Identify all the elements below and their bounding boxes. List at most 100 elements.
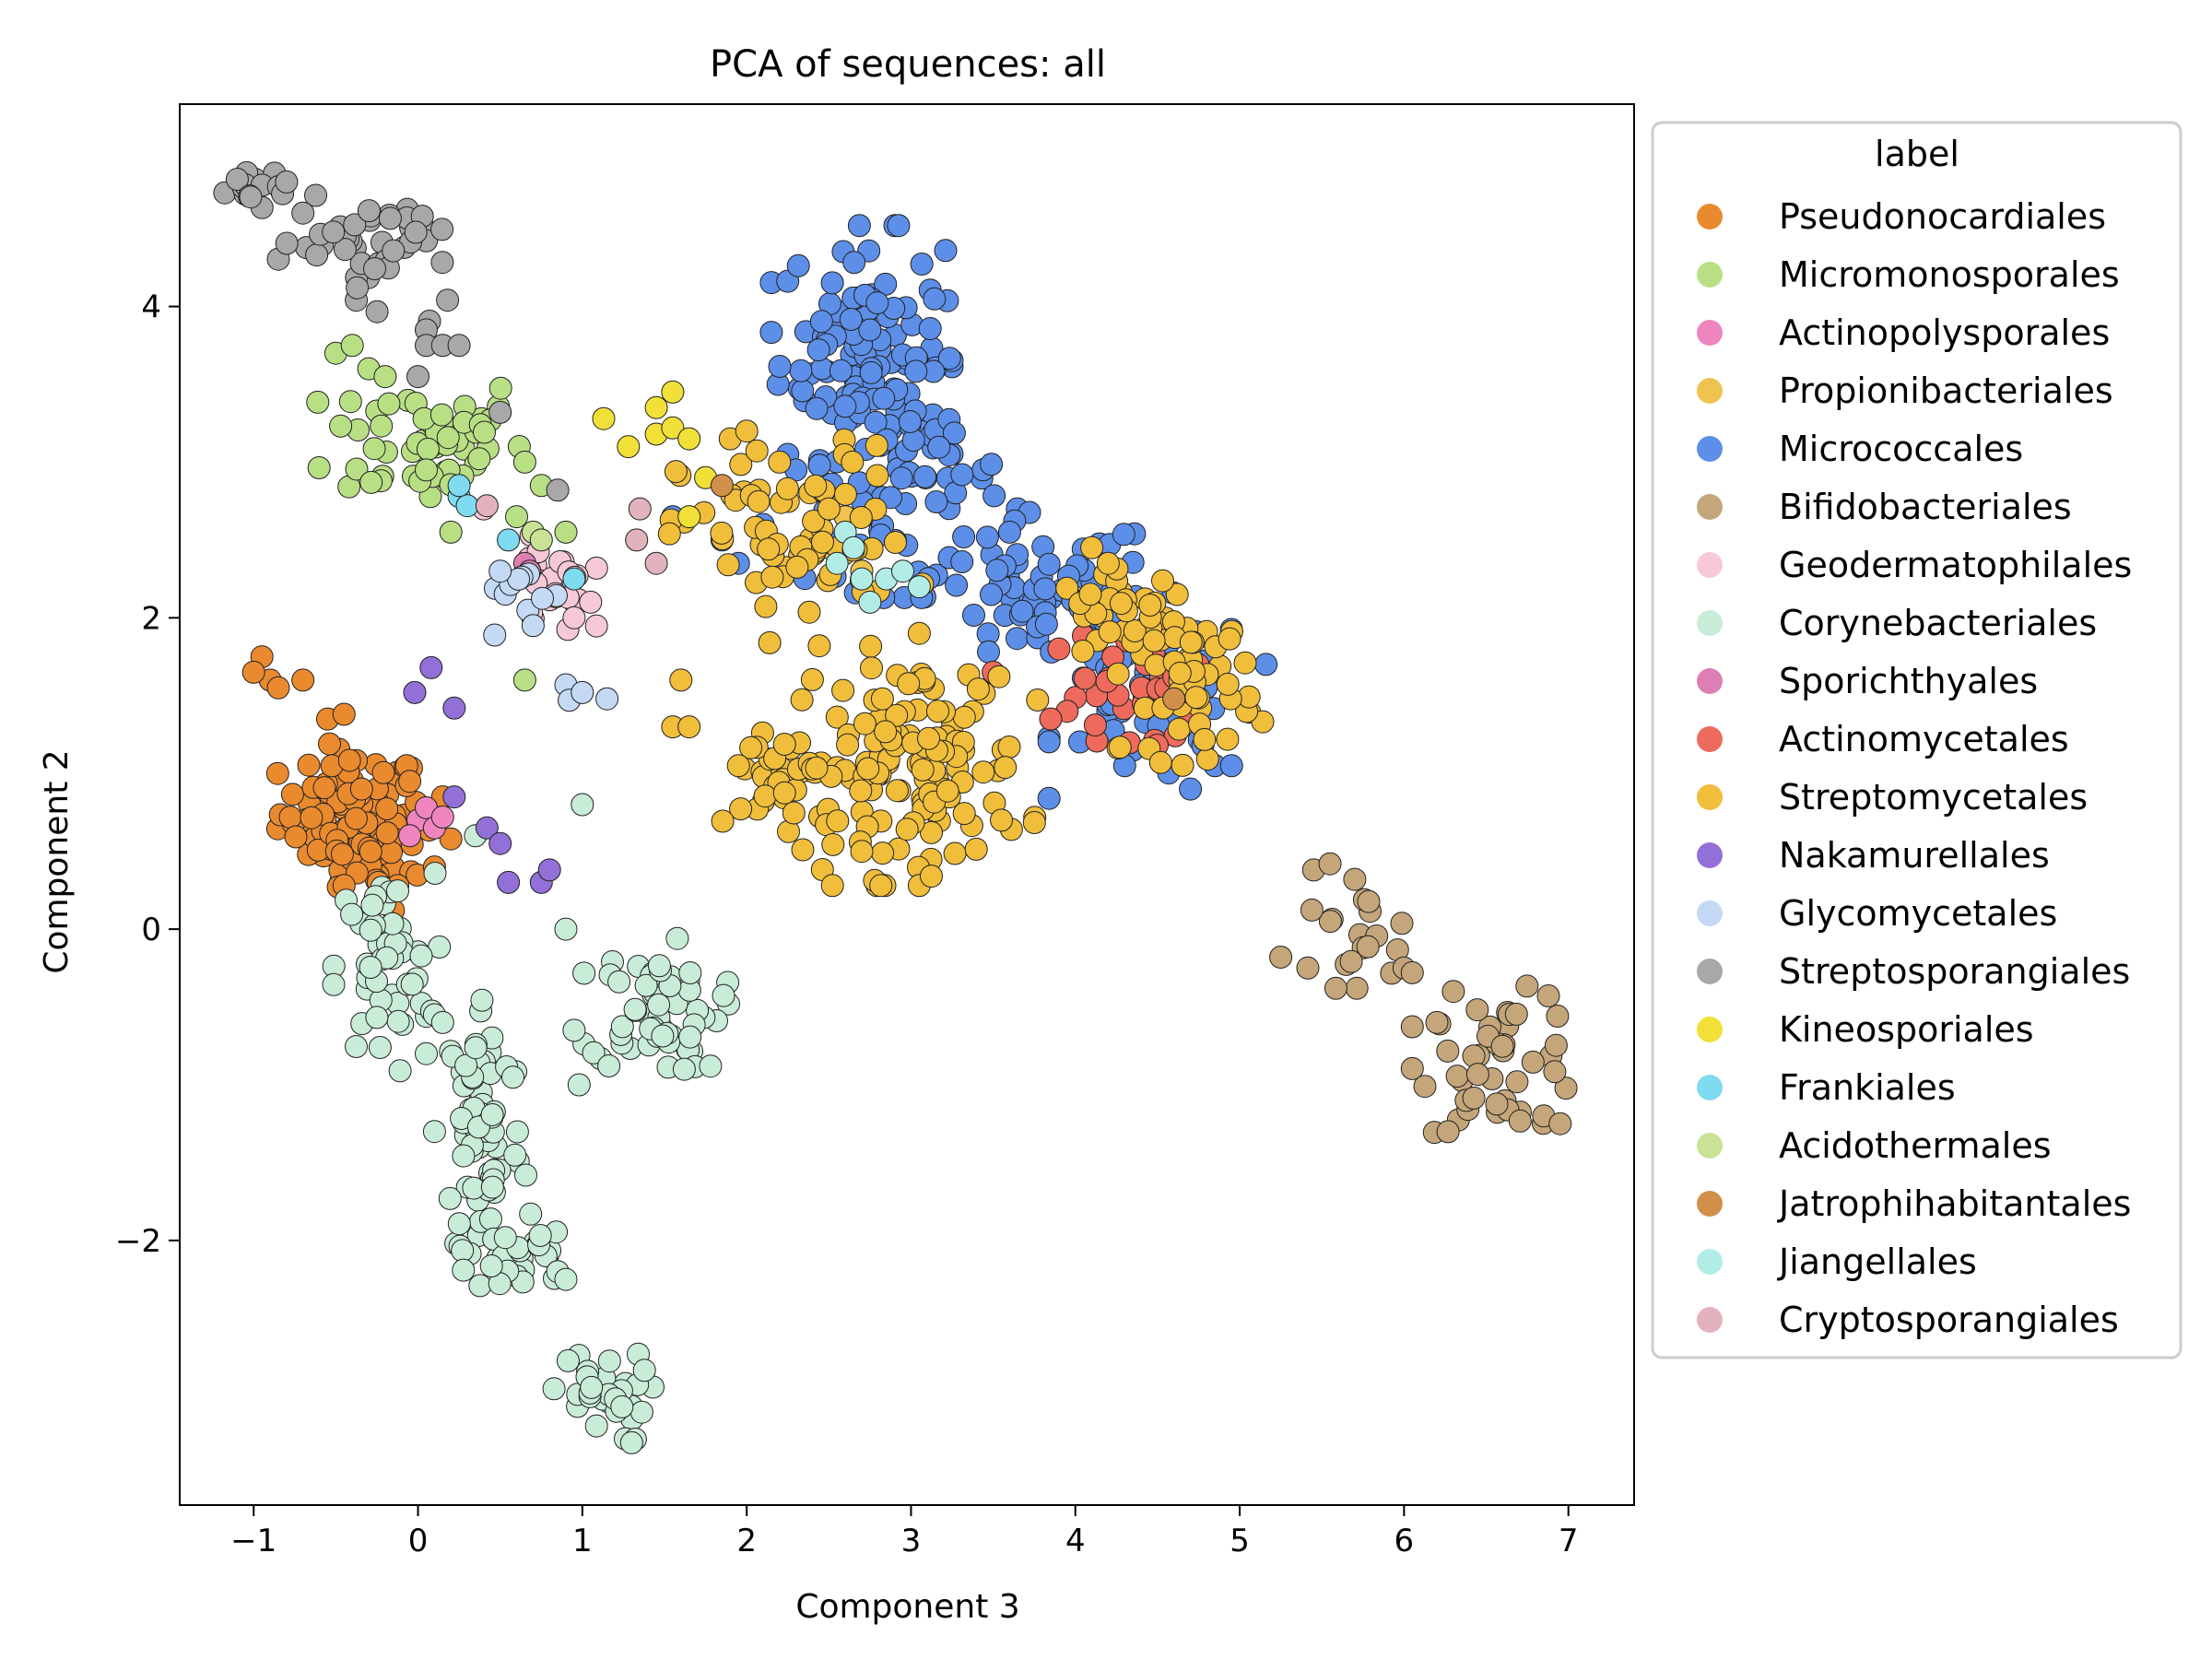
scatter-point (430, 806, 454, 829)
scatter-point (503, 1143, 527, 1167)
scatter-point (1462, 1086, 1486, 1110)
scatter-point (375, 821, 399, 845)
scatter-point (865, 464, 889, 488)
scatter-point (1037, 552, 1061, 576)
legend-label: Bifidobacteriales (1779, 487, 2072, 527)
scatter-point (1216, 672, 1240, 696)
scatter-point (712, 983, 735, 1007)
scatter-point (415, 1041, 438, 1065)
scatter-point (1165, 582, 1189, 606)
scatter-point (430, 218, 454, 241)
y-tick-label: 4 (141, 289, 161, 326)
scatter-point (1195, 747, 1219, 771)
scatter-point (305, 243, 329, 267)
scatter-point (398, 824, 422, 848)
scatter-point (964, 837, 988, 861)
series-acidothermales (521, 520, 553, 552)
legend-item-micrococcales: Micrococcales (1697, 429, 2023, 469)
scatter-point (753, 784, 777, 808)
scatter-point (610, 1015, 634, 1039)
legend-title: label (1875, 134, 1959, 174)
scatter-point (1400, 1056, 1424, 1080)
scatter-point (661, 416, 685, 440)
scatter-point (579, 590, 603, 614)
scatter-point (529, 528, 553, 552)
scatter-point (657, 522, 681, 546)
y-axis-label: Component 2 (38, 749, 76, 973)
scatter-point (889, 466, 913, 490)
scatter-point (406, 365, 429, 389)
legend-marker (1697, 1017, 1723, 1042)
legend-marker (1697, 436, 1723, 462)
scatter-point (971, 760, 995, 784)
scatter-point (860, 656, 883, 680)
scatter-point (1357, 889, 1381, 913)
scatter-point (333, 238, 357, 262)
scatter-point (1505, 1070, 1529, 1094)
scatter-point (625, 528, 649, 552)
scatter-point (805, 396, 829, 420)
scatter-point (349, 777, 373, 801)
scatter-point (850, 840, 874, 864)
scatter-point (629, 1400, 653, 1424)
scatter-point (677, 505, 701, 529)
legend-item-glycomycetales: Glycomycetales (1697, 893, 2057, 934)
scatter-point (829, 359, 853, 382)
series-corynebacteriales (322, 793, 740, 1454)
series-micromonosporales (306, 334, 578, 692)
scatter-point (1413, 1075, 1437, 1099)
scatter-point (597, 1349, 621, 1373)
scatter-point (378, 206, 402, 230)
scatter-point (571, 680, 594, 704)
legend-marker (1697, 1307, 1723, 1333)
scatter-point (872, 386, 896, 410)
legend-label: Sporichthyales (1779, 661, 2038, 701)
scatter-point (800, 667, 824, 691)
scatter-point (665, 926, 689, 950)
scatter-point (907, 575, 931, 599)
scatter-point (475, 494, 499, 518)
scatter-point (1106, 662, 1130, 686)
scatter-point (884, 531, 907, 554)
scatter-point (841, 450, 865, 474)
scatter-point (853, 712, 877, 735)
scatter-point (436, 288, 460, 312)
scatter-point (375, 797, 399, 820)
legend-label: Pseudonocardiales (1779, 196, 2106, 237)
scatter-point (1543, 1060, 1567, 1084)
legend-marker (1697, 494, 1723, 520)
scatter-point (322, 220, 346, 244)
scatter-point (879, 486, 902, 510)
scatter-point (927, 435, 951, 459)
scatter-point (994, 756, 1018, 780)
scatter-point (826, 809, 850, 833)
series-frankiales (447, 474, 586, 591)
scatter-point (850, 567, 874, 591)
scatter-point (1548, 1112, 1572, 1135)
legend-marker (1697, 610, 1723, 636)
scatter-point (1485, 1092, 1509, 1116)
scatter-point (373, 365, 397, 389)
chart-title: PCA of sequences: all (710, 43, 1106, 86)
scatter-point (479, 1254, 503, 1277)
scatter-point (442, 785, 466, 809)
scatter-point (1536, 984, 1560, 1007)
scatter-point (488, 376, 512, 400)
legend-marker (1697, 900, 1723, 926)
scatter-point (644, 551, 668, 575)
scatter-point (644, 395, 668, 419)
scatter-point (1096, 551, 1120, 575)
series-streptosporangiales (213, 160, 570, 502)
scatter-point (340, 334, 364, 358)
scatter-point (716, 553, 740, 577)
legend-box (1651, 121, 2183, 1359)
scatter-point (464, 1036, 488, 1060)
scatter-point (332, 702, 356, 726)
scatter-point (950, 550, 974, 573)
scatter-point (1047, 637, 1071, 661)
scatter-point (1138, 594, 1162, 617)
legend-marker (1697, 726, 1723, 752)
scatter-point (1168, 661, 1192, 685)
scatter-point (1233, 651, 1257, 675)
scatter-point (926, 700, 949, 724)
